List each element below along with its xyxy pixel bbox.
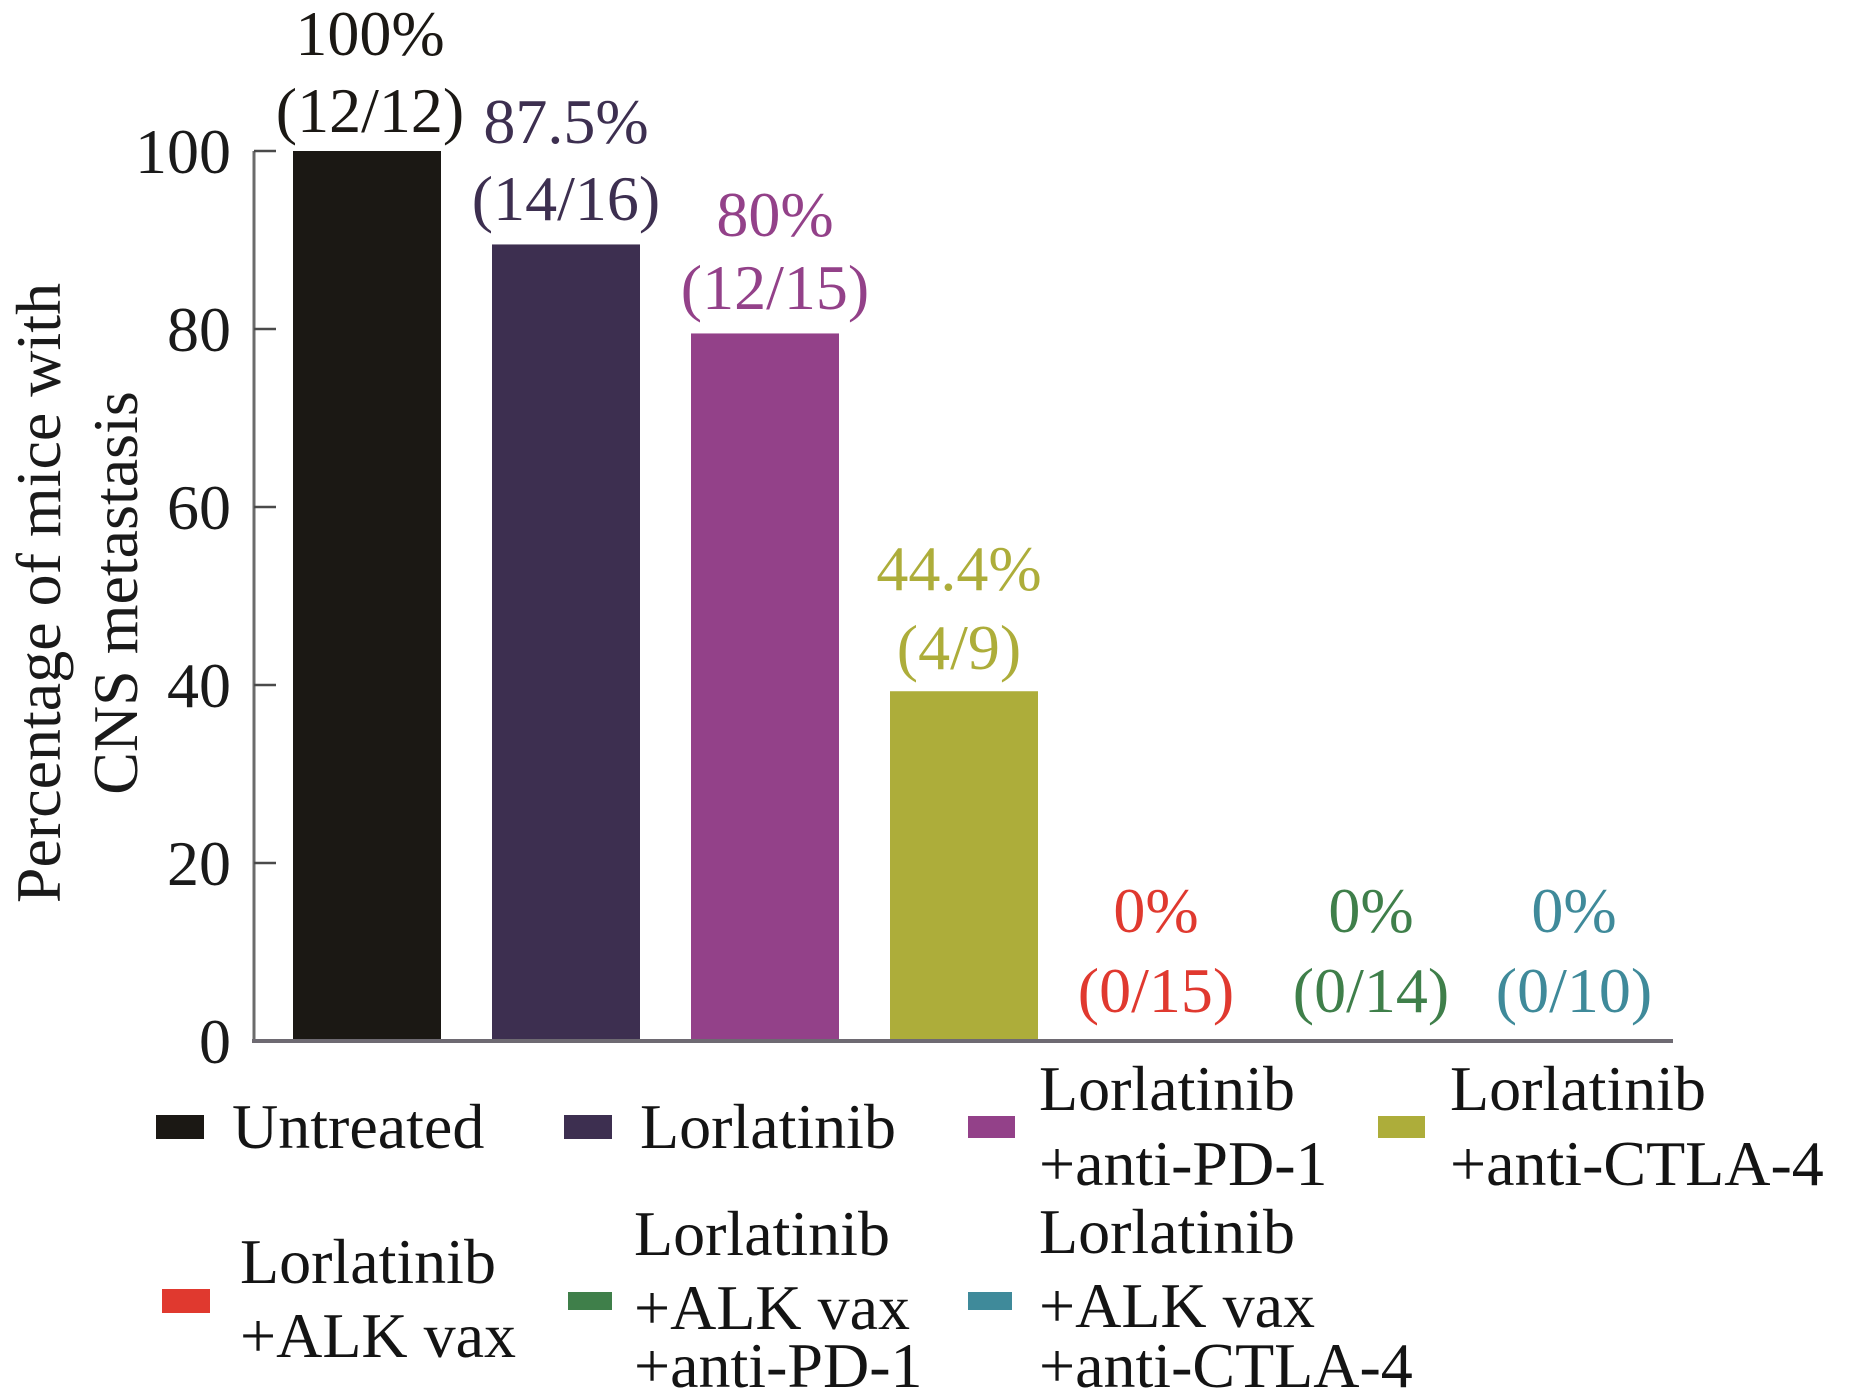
legend-item: Lorlatinib+anti-PD-1 [968, 1053, 1328, 1199]
legend-label: Untreated [232, 1091, 484, 1162]
legend-label: Lorlatinib [1450, 1053, 1706, 1124]
legend-label: +anti-CTLA-4 [1039, 1330, 1413, 1398]
legend-label: +anti-CTLA-4 [1450, 1128, 1824, 1199]
data-label-count: (12/15) [681, 252, 869, 323]
legend-label: +anti-PD-1 [1039, 1128, 1328, 1199]
data-label-percent: 87.5% [483, 86, 648, 157]
legend-swatch [162, 1289, 210, 1313]
legend-label: Lorlatinib [634, 1198, 890, 1269]
bar-4 [890, 691, 1038, 1041]
legend-label: +ALK vax [1039, 1270, 1315, 1341]
legend-item: Lorlatinib+anti-CTLA-4 [1378, 1053, 1824, 1199]
data-label-percent: 44.4% [876, 533, 1041, 604]
data-labels: 100%(12/12) 87.5%(14/16) 80%(12/15) 44.4% (4… [276, 0, 1652, 1026]
bar-3 [691, 333, 839, 1041]
legend-swatch [968, 1292, 1012, 1310]
legend-item: Untreated [156, 1091, 484, 1162]
legend-item: Lorlatinib+ALK vax+anti-PD-1 [568, 1198, 923, 1398]
y-axis-title-line-1: Percentage of mice with [3, 283, 74, 903]
legend-item: Lorlatinib+ALK vax [162, 1226, 516, 1371]
data-label-count: (12/12) [276, 75, 464, 146]
legend-swatch [568, 1292, 612, 1310]
y-axis-title-line-2: CNS metastasis [80, 391, 151, 795]
y-axis-title: Percentage of mice with CNS metastasis [3, 283, 151, 903]
legend-swatch [1378, 1116, 1425, 1138]
bar-2 [492, 244, 640, 1041]
y-tick-label: 100 [135, 116, 231, 187]
bars [293, 151, 1038, 1041]
data-label-count: (0/15) [1078, 955, 1234, 1026]
data-label-count: (4/9) [897, 612, 1021, 683]
data-label-percent: 100% [295, 0, 444, 69]
y-tick-label: 40 [167, 650, 231, 721]
legend-swatch [564, 1115, 612, 1139]
data-label-count: (0/10) [1496, 955, 1652, 1026]
data-label-percent: 0% [1113, 875, 1198, 946]
y-tick-label: 80 [167, 294, 231, 365]
legend-label: +ALK vax [634, 1272, 910, 1343]
data-label-percent: 80% [716, 179, 833, 250]
y-tick-label: 0 [199, 1006, 231, 1077]
legend-label: Lorlatinib [240, 1226, 496, 1297]
legend-label: Lorlatinib [640, 1091, 896, 1162]
y-tick-label: 20 [167, 828, 231, 899]
legend-label: +ALK vax [240, 1300, 516, 1371]
bar-1 [293, 151, 441, 1041]
legend-label: Lorlatinib [1039, 1196, 1295, 1267]
data-label-percent: 0% [1531, 875, 1616, 946]
data-label-count: (0/14) [1293, 955, 1449, 1026]
legend-label: +anti-PD-1 [634, 1330, 923, 1398]
legend: Untreated LorlatinibLorlatinib+anti-PD-1L… [156, 1053, 1824, 1398]
legend-item: Lorlatinib [564, 1091, 896, 1162]
y-tick-label: 60 [167, 472, 231, 543]
legend-swatch [156, 1115, 204, 1139]
data-label-percent: 0% [1328, 875, 1413, 946]
legend-item: Lorlatinib+ALK vax+anti-CTLA-4 [968, 1196, 1413, 1398]
data-label-count: (14/16) [472, 163, 660, 234]
y-axis: 0 20 40 60 80 100 [135, 116, 276, 1077]
legend-swatch [968, 1116, 1015, 1138]
legend-label: Lorlatinib [1039, 1053, 1295, 1124]
